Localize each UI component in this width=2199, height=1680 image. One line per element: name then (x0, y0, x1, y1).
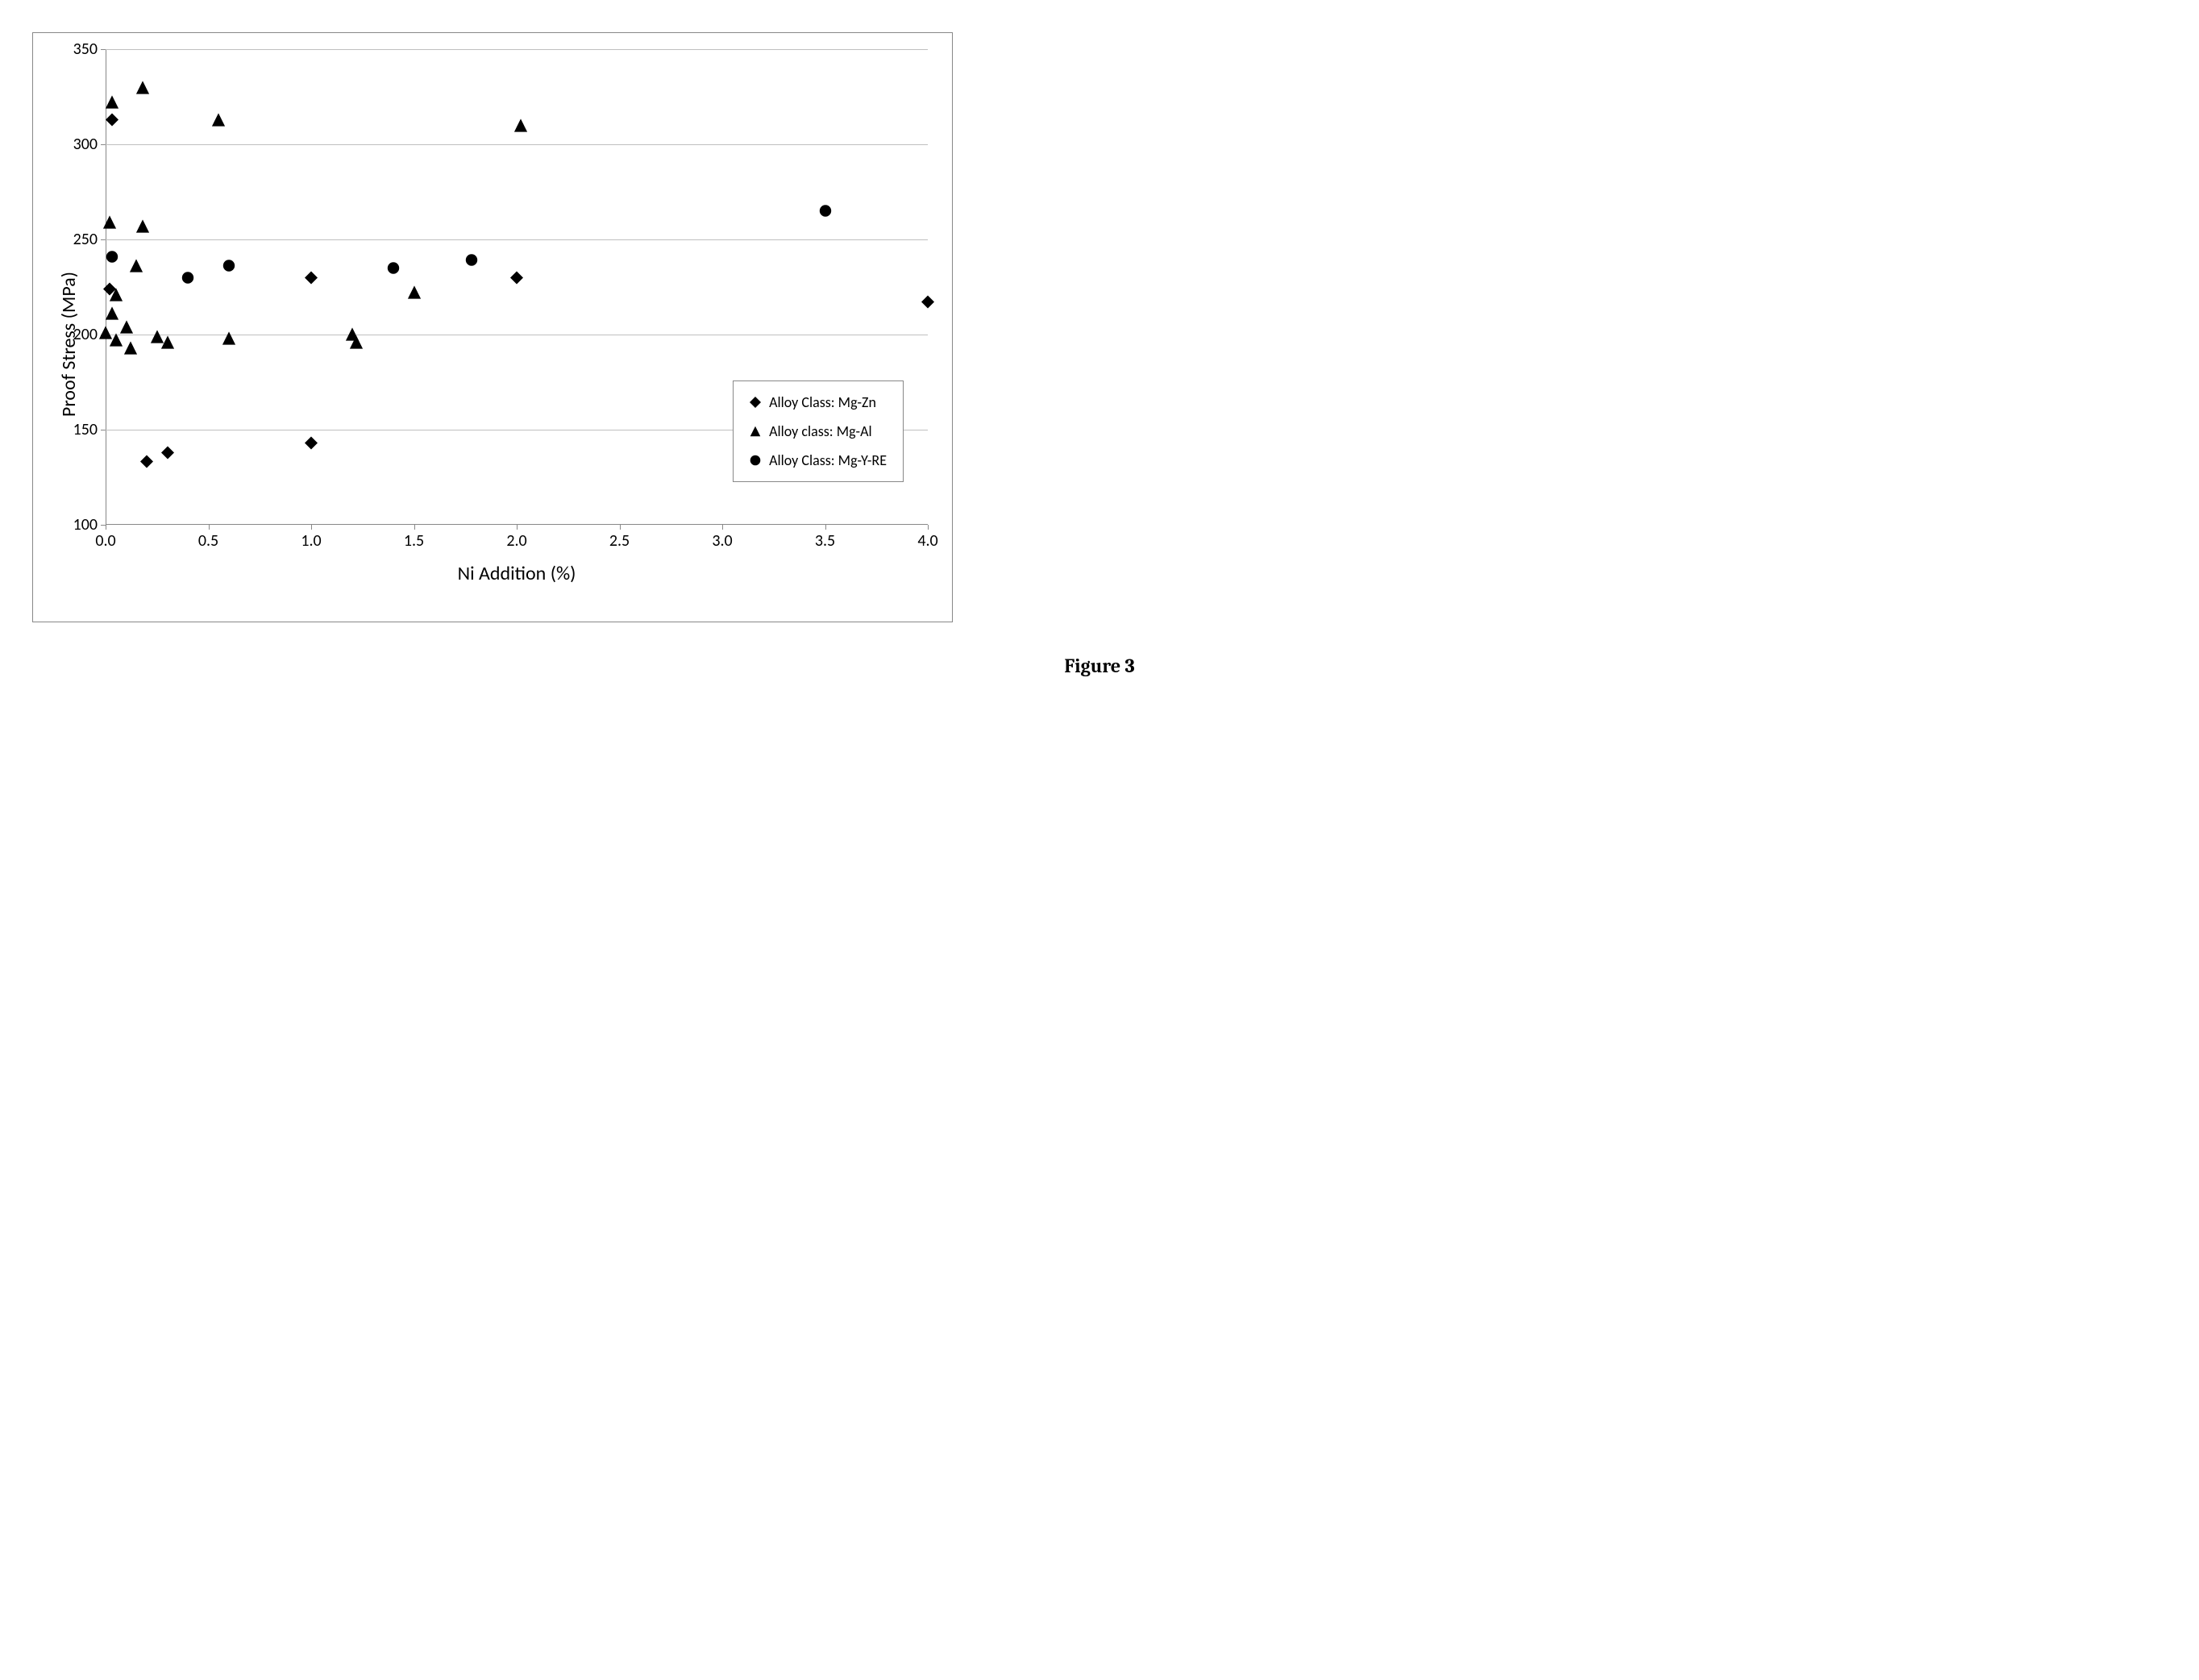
data-point-mg_zn (106, 113, 118, 130)
data-point-mg_al (129, 259, 143, 277)
y-tick-label: 350 (73, 40, 98, 59)
data-point-mg_y_re (819, 204, 832, 221)
data-point-mg_al (407, 285, 422, 304)
x-axis-title: Ni Addition (%) (458, 562, 576, 585)
data-point-mg_al (135, 218, 150, 237)
legend-item: Alloy class: Mg-Al (748, 417, 888, 446)
chart-wrap: 1001502002503003500.00.51.01.52.02.53.03… (41, 49, 944, 597)
data-point-mg_zn (305, 271, 318, 288)
x-tick-label: 2.5 (609, 531, 630, 551)
legend-label: Alloy Class: Mg-Y-RE (769, 451, 887, 469)
chart-container: 1001502002503003500.00.51.01.52.02.53.03… (32, 32, 953, 622)
data-point-mg_al (211, 112, 226, 131)
data-point-mg_al (135, 80, 150, 98)
data-point-mg_zn (161, 446, 174, 463)
legend-label: Alloy Class: Mg-Zn (769, 393, 876, 411)
data-point-mg_al (105, 306, 119, 325)
data-point-mg_al (102, 215, 117, 234)
data-point-mg_y_re (465, 254, 478, 271)
gridline (106, 49, 928, 50)
legend-item: Alloy Class: Mg-Zn (748, 388, 888, 417)
x-tick-label: 1.5 (404, 531, 424, 551)
x-tick-label: 0.5 (198, 531, 218, 551)
x-tick-label: 1.0 (301, 531, 321, 551)
legend: Alloy Class: Mg-Zn Alloy class: Mg-Al Allo… (733, 380, 904, 482)
gridline (106, 144, 928, 145)
data-point-mg_al (109, 287, 123, 306)
data-point-mg_zn (305, 436, 318, 453)
x-tick-label: 2.0 (506, 531, 526, 551)
x-tick-label: 3.0 (712, 531, 732, 551)
x-tick-label: 0.0 (95, 531, 115, 551)
data-point-mg_al (123, 340, 138, 359)
figure-caption: Figure 3 (32, 655, 2167, 677)
data-point-mg_al (119, 319, 134, 338)
y-tick-label: 150 (73, 420, 98, 439)
data-point-mg_zn (510, 271, 523, 288)
data-point-mg_y_re (181, 271, 194, 288)
x-tick-label: 3.5 (815, 531, 835, 551)
data-point-mg_al (349, 335, 364, 353)
data-point-mg_al (105, 95, 119, 114)
x-tick-label: 4.0 (917, 531, 937, 551)
gridline (106, 239, 928, 240)
y-tick-label: 100 (73, 515, 98, 534)
y-axis-title: Proof Stress (MPa) (57, 272, 81, 417)
data-point-mg_y_re (106, 250, 118, 267)
legend-label: Alloy class: Mg-Al (769, 422, 872, 440)
data-point-mg_al (160, 335, 175, 353)
data-point-mg_zn (140, 455, 153, 472)
data-point-mg_zn (921, 296, 934, 313)
y-tick-label: 300 (73, 135, 98, 154)
data-point-mg_y_re (387, 261, 400, 278)
legend-item: Alloy Class: Mg-Y-RE (748, 446, 888, 475)
y-tick-label: 250 (73, 230, 98, 249)
data-point-mg_al (222, 331, 236, 350)
data-point-mg_al (513, 118, 528, 136)
data-point-mg_y_re (222, 260, 235, 277)
